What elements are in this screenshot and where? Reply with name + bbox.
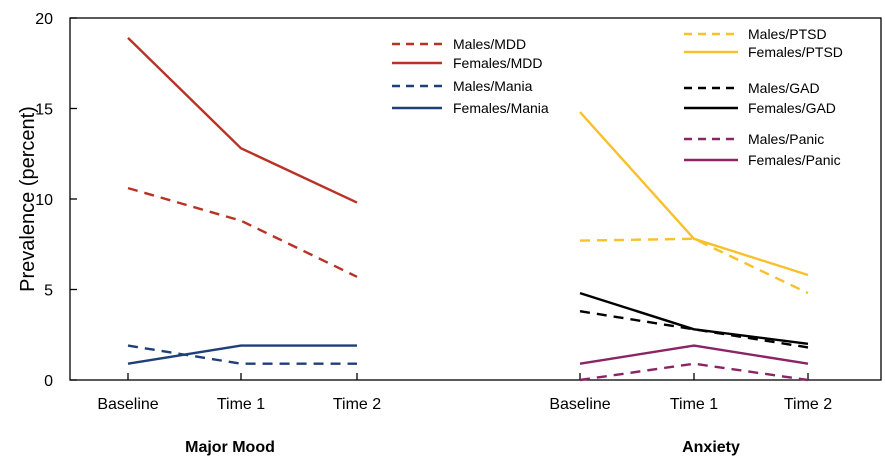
series-line-males-mania <box>127 344 357 365</box>
legends: Males/MDD Females/MDD Males/Mania Females/M… <box>392 26 843 168</box>
legend-label: Males/Panic <box>748 131 824 147</box>
y-tick-label: 10 <box>35 192 53 209</box>
x-tick-label: Baseline <box>549 396 610 413</box>
y-tick-label: 5 <box>44 283 53 300</box>
panel-group-label: Anxiety <box>682 439 740 456</box>
y-tick-label: 20 <box>35 11 53 28</box>
legend-label: Females/MDD <box>453 55 542 71</box>
x-tick-label: Time 1 <box>217 396 265 413</box>
series-line-females-panic <box>579 344 809 365</box>
panel-group-label: Major Mood <box>185 439 275 456</box>
legend-label: Males/MDD <box>453 36 526 52</box>
series-line-females-ptsd <box>579 111 809 277</box>
series-line-males-mdd <box>127 186 358 278</box>
legend-label: Males/Mania <box>453 78 533 94</box>
legend-label: Females/PTSD <box>748 44 843 60</box>
series-lines <box>127 37 809 382</box>
series-line-females-mania <box>127 344 357 365</box>
legend-label: Females/Panic <box>748 152 841 168</box>
x-tick-label: Time 2 <box>333 396 381 413</box>
legend-label: Females/Mania <box>453 100 549 116</box>
legend-label: Males/GAD <box>748 80 820 96</box>
plot-frame <box>69 17 882 381</box>
series-line-males-panic <box>579 362 809 382</box>
x-tick-label: Time 1 <box>670 396 718 413</box>
series-line-females-gad <box>579 291 809 345</box>
series-line-males-ptsd <box>579 237 809 295</box>
axes: 0 5 10 15 20 Baseline Time 1 Time 2 Major Mood Ba… <box>35 11 832 456</box>
x-tick-label: Time 2 <box>784 396 832 413</box>
plot-area-border <box>69 17 882 381</box>
y-axis-title: Prevalence (percent) <box>17 106 39 292</box>
y-tick-label: 0 <box>44 373 53 390</box>
x-tick-label: Baseline <box>97 396 158 413</box>
legend-label: Males/PTSD <box>748 26 827 42</box>
y-tick-label: 15 <box>35 102 53 119</box>
series-line-males-gad <box>579 310 809 349</box>
legend-label: Females/GAD <box>748 100 836 116</box>
series-line-females-mdd <box>127 37 358 204</box>
